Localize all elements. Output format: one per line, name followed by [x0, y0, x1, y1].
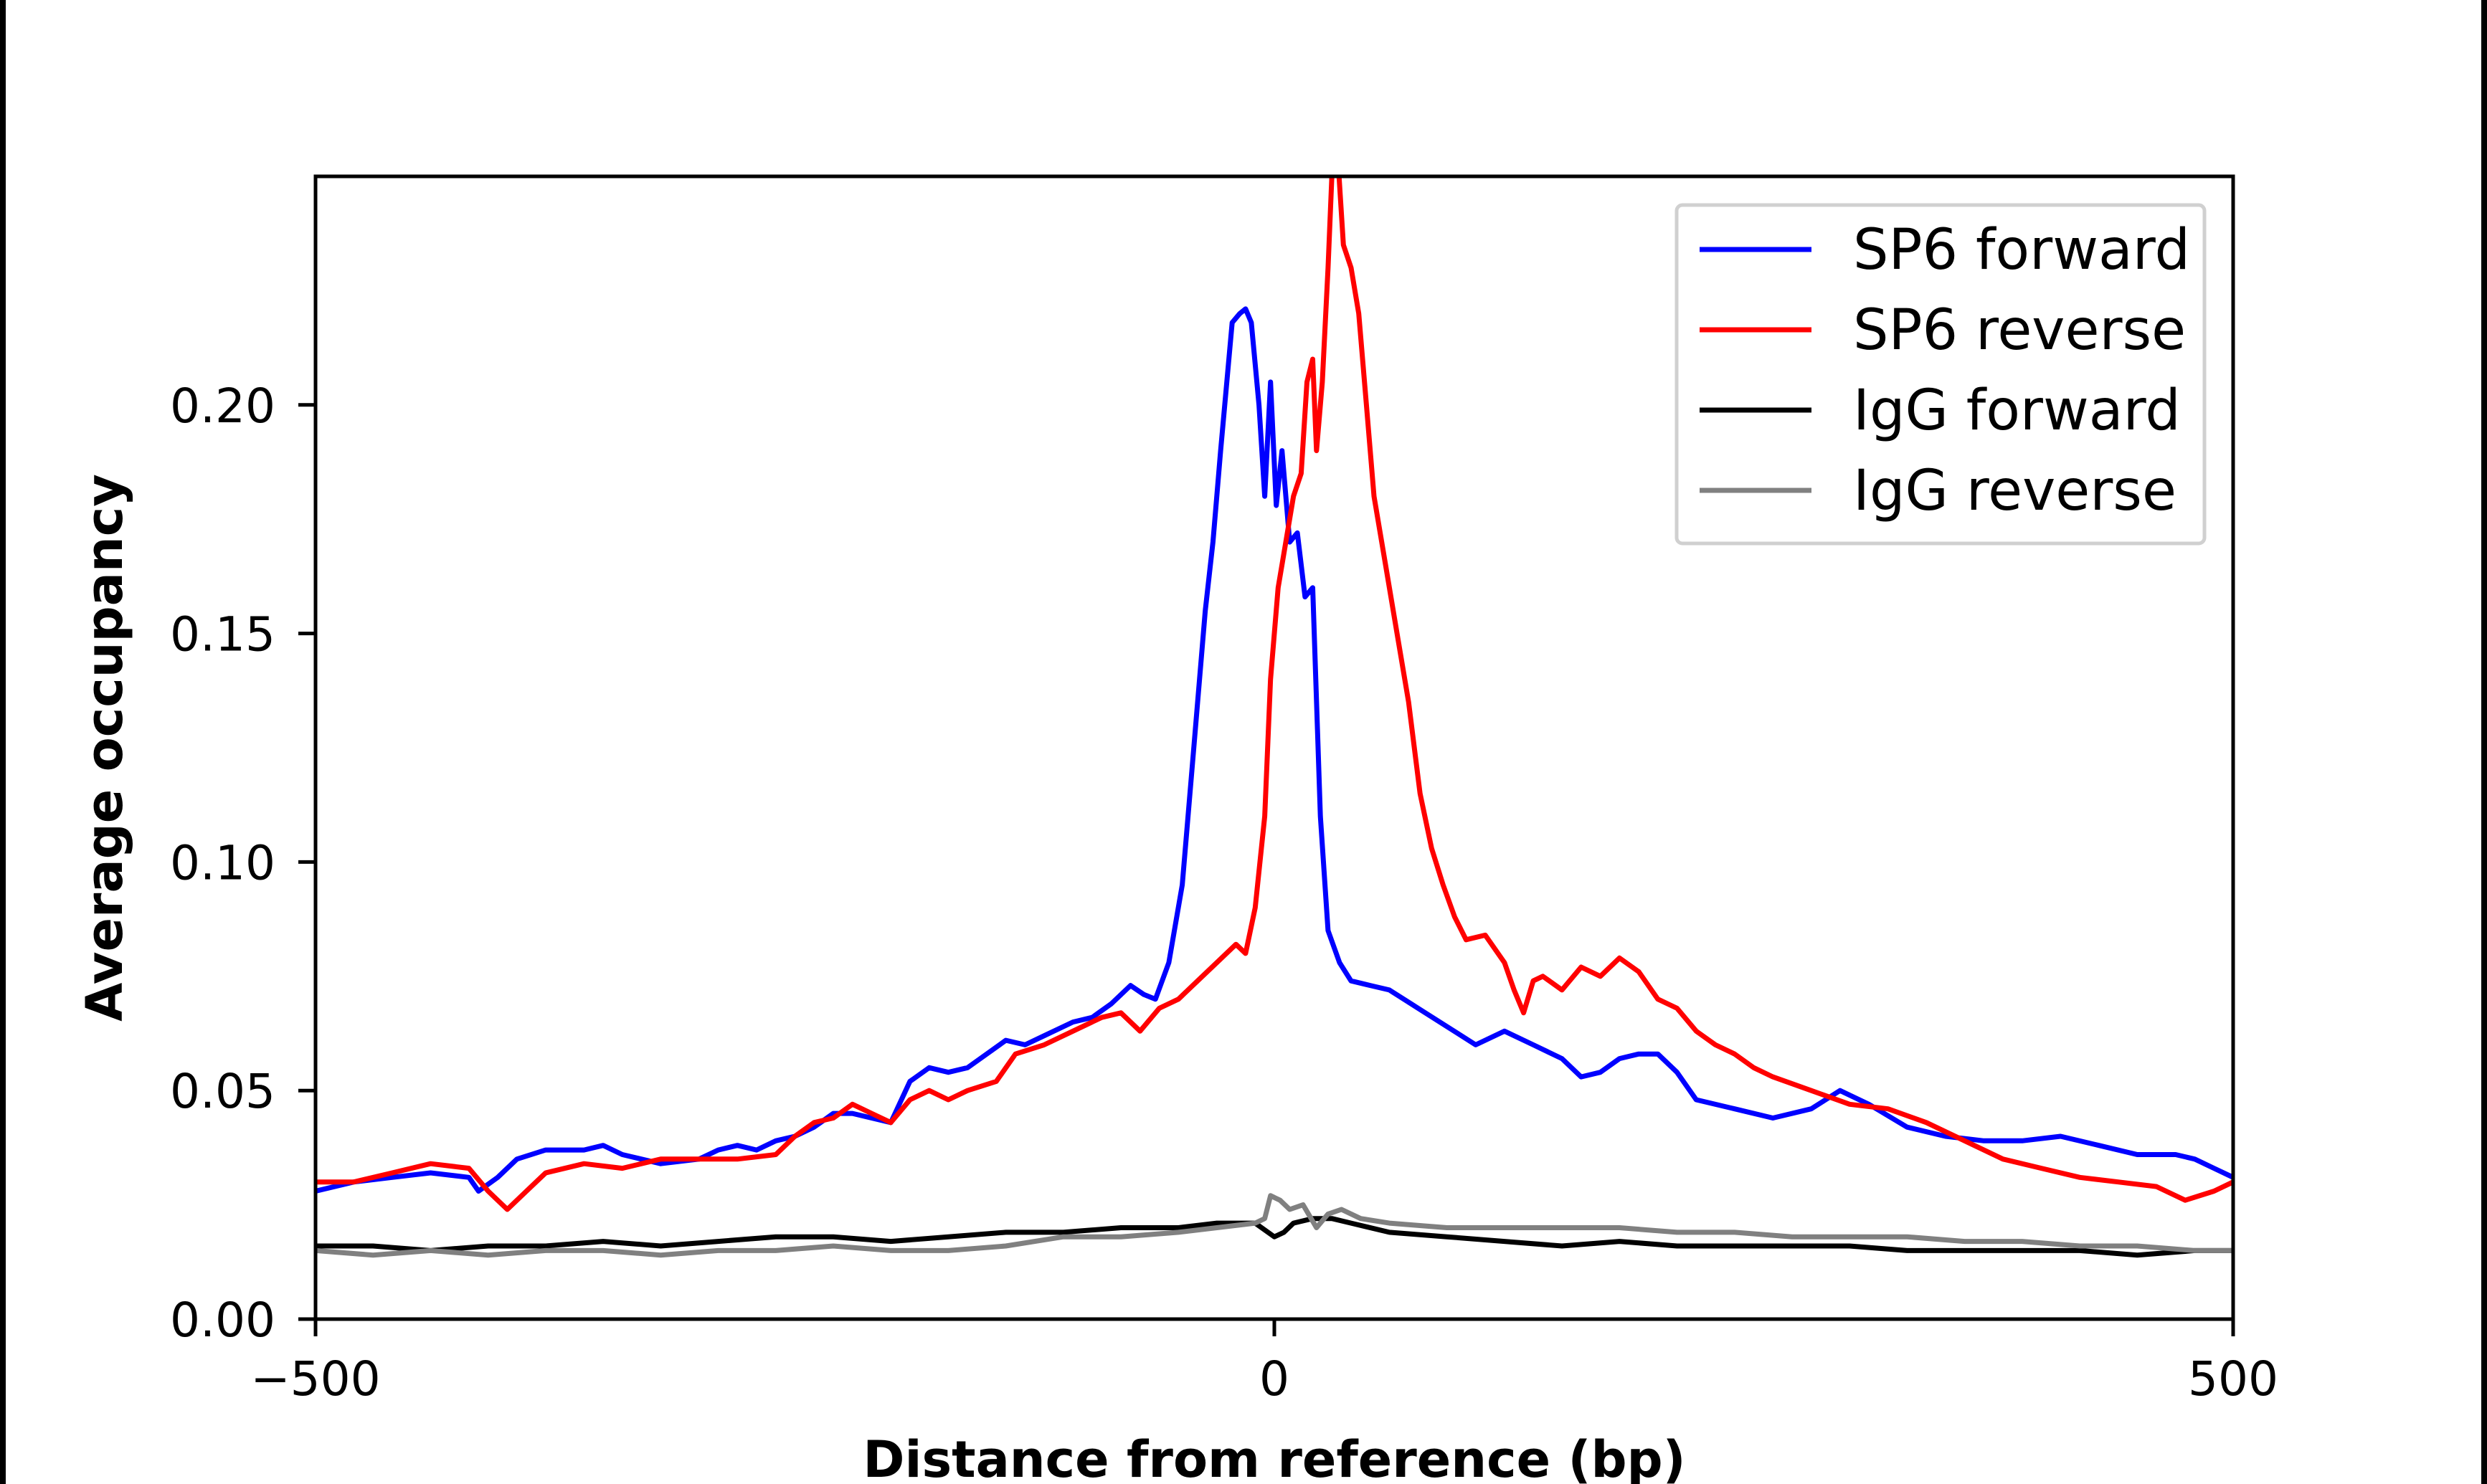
x-tick-label: −500 — [250, 1351, 380, 1407]
y-axis-ticks: 0.00 0.05 0.10 0.15 0.20 — [170, 379, 316, 1348]
series-line-igg-forward — [316, 1216, 2233, 1258]
x-axis-ticks: −500 0 500 — [250, 1319, 2278, 1407]
y-tick-label: 0.15 — [170, 607, 275, 662]
y-tick-label: 0.05 — [170, 1064, 275, 1119]
x-tick-label: 0 — [1259, 1351, 1289, 1407]
legend: SP6 forward SP6 reverse IgG forward IgG rev… — [1674, 203, 2207, 546]
legend-label: IgG forward — [1853, 379, 2181, 443]
legend-label: SP6 forward — [1853, 218, 2190, 282]
y-tick-label: 0.20 — [170, 379, 275, 434]
series-line-sp6-reverse — [316, 176, 2233, 1212]
series-line-sp6-forward — [316, 306, 2233, 1194]
y-tick-label: 0.00 — [170, 1293, 275, 1348]
left-border — [0, 0, 6, 1484]
legend-box — [1674, 203, 2207, 546]
legend-label: IgG reverse — [1853, 459, 2176, 523]
legend-label: SP6 reverse — [1853, 298, 2186, 363]
series-layer — [316, 176, 2233, 1258]
x-axis-label: Distance from reference (bp) — [863, 1430, 1685, 1484]
series-line-igg-reverse — [316, 1193, 2233, 1258]
x-tick-label: 500 — [2188, 1351, 2278, 1407]
right-border — [2481, 0, 2487, 1484]
y-axis-label: Average occupancy — [75, 474, 134, 1022]
y-tick-label: 0.10 — [170, 835, 275, 890]
